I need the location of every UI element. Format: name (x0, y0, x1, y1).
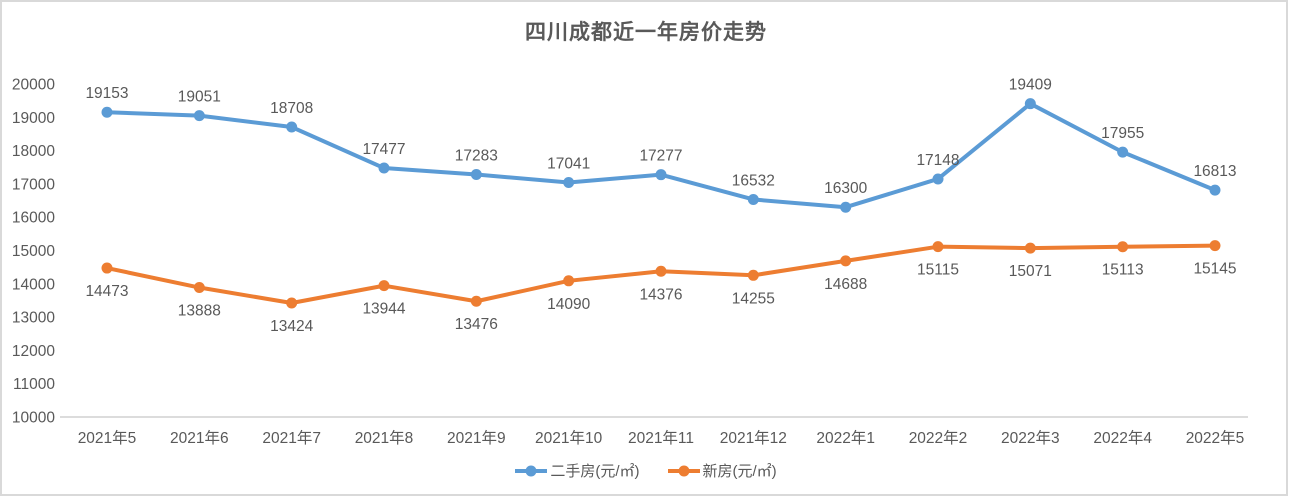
data-label: 15145 (1193, 261, 1236, 278)
data-label: 13476 (455, 316, 498, 333)
y-tick-label: 10000 (12, 410, 55, 427)
y-tick-label: 16000 (12, 210, 55, 227)
data-point (378, 280, 390, 292)
data-point (1209, 240, 1221, 252)
data-label: 15113 (1102, 262, 1144, 279)
y-tick-label: 14000 (12, 276, 55, 293)
data-label: 18708 (270, 100, 313, 117)
data-point (747, 193, 759, 205)
data-label: 13944 (362, 301, 405, 318)
data-label: 19409 (1009, 77, 1052, 94)
x-tick-label: 2021年6 (170, 429, 229, 447)
x-tick-label: 2021年11 (628, 429, 694, 447)
data-point (655, 265, 667, 277)
x-tick-label: 2021年7 (262, 429, 321, 447)
data-point (101, 262, 113, 274)
y-tick-label: 19000 (12, 110, 55, 127)
data-label: 13888 (178, 303, 221, 320)
data-label: 15115 (917, 262, 959, 279)
data-point (286, 297, 298, 309)
data-point (378, 162, 390, 174)
data-point (563, 177, 575, 189)
data-point (932, 173, 944, 185)
data-point (840, 201, 852, 213)
data-point (470, 168, 482, 180)
data-point (1117, 146, 1129, 158)
y-tick-label: 12000 (12, 343, 55, 360)
x-tick-label: 2021年8 (355, 429, 414, 447)
x-tick-label: 2021年12 (720, 429, 787, 447)
legend-marker-secondhand-icon (515, 465, 548, 476)
data-point (101, 106, 113, 118)
data-point (1209, 184, 1221, 196)
data-point (840, 255, 852, 267)
data-point (563, 275, 575, 287)
x-tick-label: 2021年10 (535, 429, 603, 447)
data-label: 14688 (824, 276, 867, 293)
data-point (470, 295, 482, 307)
data-label: 19051 (178, 89, 221, 106)
x-tick-label: 2021年9 (447, 429, 506, 447)
y-tick-label: 11000 (13, 376, 55, 393)
data-label: 17041 (547, 156, 590, 173)
data-label: 19153 (85, 85, 128, 102)
data-point (193, 110, 205, 122)
legend-marker-newhome-icon (667, 465, 700, 476)
data-label: 17477 (362, 141, 405, 158)
data-label: 17955 (1101, 125, 1144, 142)
data-point (655, 169, 667, 181)
data-label: 14090 (547, 296, 590, 313)
data-label: 14376 (639, 286, 682, 303)
y-tick-label: 20000 (12, 77, 55, 94)
x-tick-label: 2022年5 (1186, 429, 1245, 447)
x-tick-label: 2022年3 (1001, 429, 1060, 447)
data-label: 16532 (732, 172, 775, 189)
x-tick-label: 2022年4 (1093, 429, 1152, 447)
data-label: 17277 (639, 148, 682, 165)
y-tick-label: 18000 (12, 143, 55, 160)
legend-label-newhome: 新房(元/㎡) (702, 463, 777, 480)
legend-item-secondhand: 二手房(元/㎡) (515, 460, 640, 481)
data-label: 16813 (1193, 163, 1236, 180)
data-point (193, 282, 205, 294)
data-label: 14473 (85, 283, 128, 300)
data-label: 15071 (1009, 263, 1052, 280)
legend-item-newhome: 新房(元/㎡) (667, 460, 777, 481)
y-tick-label: 15000 (12, 243, 55, 260)
data-point (1024, 98, 1036, 110)
data-label: 13424 (270, 318, 313, 335)
legend: 二手房(元/㎡) 新房(元/㎡) (0, 460, 1292, 481)
data-label: 17148 (916, 152, 959, 169)
data-label: 16300 (824, 180, 867, 197)
chart-title: 四川成都近一年房价走势 (525, 21, 767, 44)
x-tick-label: 2022年1 (816, 429, 875, 447)
data-label: 14255 (732, 290, 775, 307)
data-point (747, 269, 759, 281)
x-tick-label: 2022年2 (909, 429, 968, 447)
y-tick-label: 13000 (12, 310, 55, 327)
data-label: 17283 (455, 147, 498, 164)
y-tick-label: 17000 (12, 176, 55, 193)
data-point (932, 241, 944, 253)
data-point (1024, 242, 1036, 254)
data-point (286, 121, 298, 133)
data-point (1117, 241, 1129, 253)
legend-label-secondhand: 二手房(元/㎡) (550, 463, 640, 480)
x-tick-label: 2021年5 (78, 429, 137, 447)
